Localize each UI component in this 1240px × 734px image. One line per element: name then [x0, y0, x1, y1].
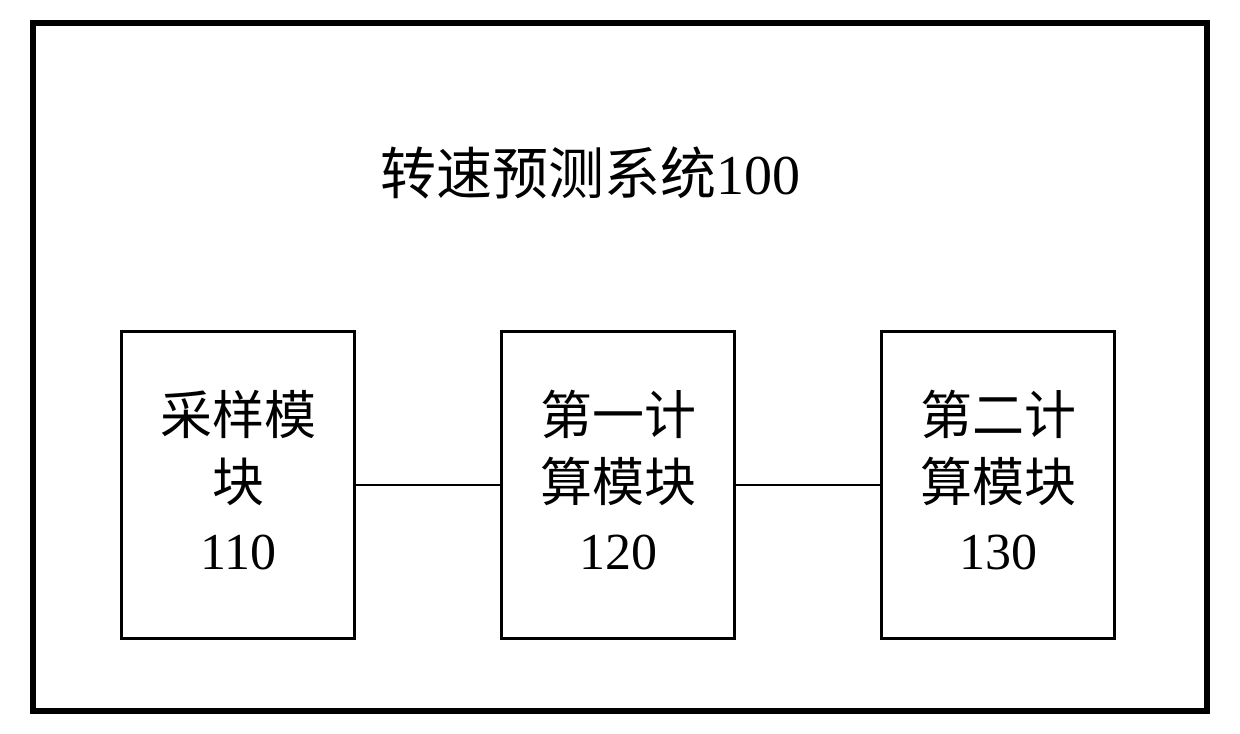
connector-line: [356, 484, 500, 486]
module-label-line: 110: [200, 519, 276, 587]
system-title: 转速预测系统100: [380, 130, 800, 211]
module-label-line: 算模块: [540, 451, 696, 519]
module-label-line: 第一计: [540, 384, 696, 452]
module-label-line: 块: [212, 451, 264, 519]
module-calc-1: 第一计 算模块 120: [500, 330, 736, 640]
module-label-line: 第二计: [920, 384, 1076, 452]
module-label-line: 120: [579, 519, 657, 587]
module-label-line: 130: [959, 519, 1037, 587]
module-label-line: 采样模: [160, 384, 316, 452]
module-sampling: 采样模 块 110: [120, 330, 356, 640]
module-label-line: 算模块: [920, 451, 1076, 519]
connector-line: [736, 484, 880, 486]
module-calc-2: 第二计 算模块 130: [880, 330, 1116, 640]
